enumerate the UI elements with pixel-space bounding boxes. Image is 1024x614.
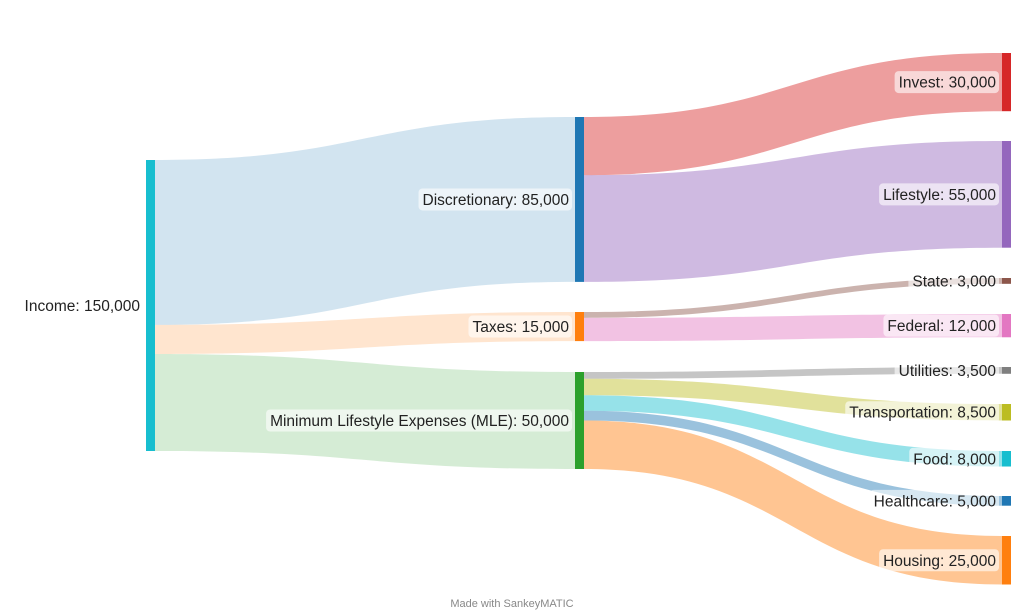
label-housing: Housing: 25,000	[879, 549, 999, 572]
node-discretionary	[575, 117, 584, 282]
label-bg-federal	[883, 314, 999, 337]
flow-taxes-to-state	[584, 278, 1002, 318]
label-transportation: Transportation: 8,500	[845, 401, 999, 424]
flow-income-to-discretionary	[155, 117, 575, 325]
flow-mle-to-housing	[584, 420, 1002, 585]
label-bg-mle	[266, 409, 572, 432]
label-text-utilities: Utilities: 3,500	[899, 363, 997, 380]
label-food: Food: 8,000	[909, 447, 999, 470]
flow-mle-to-healthcare	[584, 410, 1002, 506]
label-bg-housing	[879, 549, 999, 572]
label-bg-state	[908, 269, 999, 292]
node-income	[146, 160, 155, 451]
node-transportation	[1002, 404, 1011, 421]
label-bg-transportation	[845, 401, 999, 424]
label-text-taxes: Taxes: 15,000	[472, 319, 569, 336]
label-state: State: 3,000	[908, 269, 999, 292]
node-food	[1002, 451, 1011, 467]
label-text-state: State: 3,000	[912, 273, 996, 290]
label-income: Income: 150,000	[25, 298, 141, 315]
label-text-transportation: Transportation: 8,500	[849, 405, 996, 422]
links-layer	[155, 53, 1002, 585]
label-utilities: Utilities: 3,500	[894, 359, 999, 382]
sankey-diagram: Income: 150,000 Discretionary: 85,000 Taxe…	[25, 53, 1011, 585]
node-utilities	[1002, 367, 1011, 374]
node-invest	[1002, 53, 1011, 112]
node-healthcare	[1002, 496, 1011, 506]
nodes-layer	[146, 53, 1011, 585]
label-healthcare: Healthcare: 5,000	[869, 489, 999, 512]
label-text-mle: Minimum Lifestyle Expenses (MLE): 50,000	[270, 413, 569, 430]
flow-mle-to-food	[584, 395, 1002, 467]
node-state	[1002, 278, 1011, 284]
label-bg-taxes	[468, 315, 572, 338]
labels-layer: Income: 150,000 Discretionary: 85,000 Taxe…	[25, 71, 999, 572]
node-mle	[575, 372, 584, 469]
node-taxes	[575, 312, 584, 342]
label-bg-invest	[894, 71, 999, 94]
label-federal: Federal: 12,000	[883, 314, 999, 337]
node-housing	[1002, 536, 1011, 585]
label-taxes: Taxes: 15,000	[468, 315, 572, 338]
label-bg-discretionary	[418, 188, 572, 211]
label-text-housing: Housing: 25,000	[883, 553, 996, 570]
node-lifestyle	[1002, 141, 1011, 248]
footer-credit: Made with SankeyMATIC	[450, 598, 574, 610]
node-federal	[1002, 314, 1011, 338]
label-text-invest: Invest: 30,000	[899, 75, 997, 92]
label-text-lifestyle: Lifestyle: 55,000	[883, 187, 996, 204]
flow-discretionary-to-lifestyle	[584, 141, 1002, 282]
label-text-food: Food: 8,000	[913, 451, 996, 468]
label-text-income: Income: 150,000	[25, 298, 141, 315]
label-text-discretionary: Discretionary: 85,000	[423, 192, 570, 209]
label-invest: Invest: 30,000	[894, 71, 999, 94]
label-bg-food	[909, 447, 999, 470]
label-mle: Minimum Lifestyle Expenses (MLE): 50,000	[266, 409, 572, 432]
label-bg-healthcare	[869, 489, 999, 512]
label-bg-lifestyle	[879, 183, 999, 206]
label-bg-utilities	[894, 359, 999, 382]
label-lifestyle: Lifestyle: 55,000	[879, 183, 999, 206]
label-discretionary: Discretionary: 85,000	[418, 188, 572, 211]
label-text-federal: Federal: 12,000	[887, 318, 996, 335]
label-text-healthcare: Healthcare: 5,000	[874, 493, 997, 510]
